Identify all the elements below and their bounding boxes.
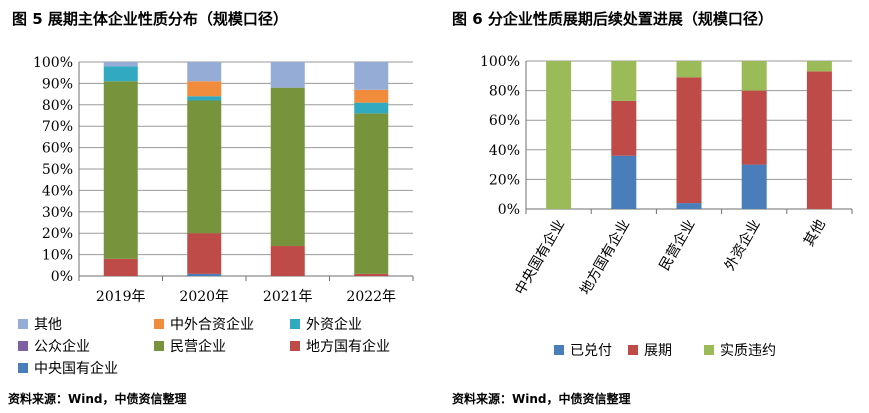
legend-label: 外资企业	[306, 317, 362, 333]
legend-swatch	[18, 363, 28, 373]
bar-segment	[187, 100, 222, 234]
bar-segment	[187, 62, 222, 82]
y-tick-label: 20%	[42, 226, 73, 242]
legend-swatch	[554, 345, 564, 355]
bar-segment	[187, 273, 222, 276]
y-tick-label: 60%	[489, 113, 520, 129]
bar-segment	[103, 81, 138, 259]
legend-swatch	[704, 345, 714, 355]
legend-label: 其他	[34, 317, 62, 333]
bar-segment	[611, 100, 637, 156]
bar-segment	[270, 246, 305, 276]
legend-swatch	[18, 341, 28, 351]
legend-swatch	[154, 341, 164, 351]
legend-item: 外资企业	[290, 314, 362, 334]
bar-segment	[103, 62, 138, 67]
bar-segment	[741, 90, 767, 165]
bar-segment	[187, 233, 222, 274]
legend-label: 中央国有企业	[34, 361, 118, 377]
chart1-legend: 其他 中外合资企业 外资企业公众企业 民营企业 地方国有企业中央国有企业	[0, 0, 430, 413]
y-tick-label: 50%	[42, 162, 73, 178]
y-tick-label: 20%	[489, 172, 520, 188]
bar-segment	[546, 61, 572, 209]
bar-segment	[806, 71, 832, 209]
legend-label: 中外合资企业	[170, 317, 254, 333]
chart1-title: 图 5 展期主体企业性质分布（规模口径）	[12, 10, 288, 28]
bar-segment	[103, 66, 138, 82]
bar-segment	[806, 61, 832, 72]
y-tick-label: 40%	[42, 183, 73, 199]
legend-item: 已兑付	[554, 340, 612, 360]
legend-item: 其他	[18, 314, 62, 334]
bar-segment	[354, 113, 389, 274]
bar-segment	[741, 61, 767, 91]
y-tick-label: 80%	[489, 84, 520, 100]
legend-swatch	[154, 319, 164, 329]
legend-item: 展期	[628, 340, 672, 360]
chart1-source: 资料来源：Wind，中债资信整理	[8, 392, 187, 406]
bar-segment	[354, 102, 389, 114]
y-tick-label: 100%	[33, 55, 73, 71]
legend-item: 公众企业	[18, 336, 90, 356]
bar-segment	[354, 62, 389, 90]
legend-label: 展期	[644, 343, 672, 359]
bar-segment	[676, 77, 702, 204]
bar-segment	[354, 89, 389, 103]
legend-swatch	[628, 345, 638, 355]
bar-segment	[741, 164, 767, 209]
y-tick-label: 40%	[489, 143, 520, 159]
chart2-source: 资料来源：Wind，中债资信整理	[452, 392, 631, 406]
legend-label: 民营企业	[170, 339, 226, 355]
y-tick-label: 0%	[51, 269, 73, 285]
legend-label: 公众企业	[34, 339, 90, 355]
legend-swatch	[290, 319, 300, 329]
x-tick-label: 2022年	[346, 289, 396, 305]
x-tick-label: 2021年	[263, 289, 313, 305]
bar-segment	[676, 61, 702, 78]
legend-item: 实质违约	[704, 340, 776, 360]
legend-label: 实质违约	[720, 343, 776, 359]
y-tick-label: 60%	[42, 141, 73, 157]
x-tick-label: 2019年	[96, 289, 146, 305]
bar-segment	[611, 61, 637, 101]
bar-segment	[676, 203, 702, 209]
y-tick-label: 70%	[42, 119, 73, 135]
bar-segment	[354, 273, 389, 276]
bar-segment	[270, 62, 305, 88]
legend-label: 已兑付	[570, 343, 612, 359]
y-tick-label: 10%	[42, 248, 73, 264]
bar-segment	[103, 258, 138, 276]
bar-segment	[611, 155, 637, 209]
chart2-plot: 0%20%40%60%80%100%中央国有企业 地方国有企业 民营企业 外资企业 其他	[480, 54, 853, 298]
bar-segment	[187, 81, 222, 97]
y-tick-label: 90%	[42, 76, 73, 92]
legend-swatch	[18, 319, 28, 329]
y-tick-label: 100%	[480, 54, 520, 70]
bar-segment	[187, 96, 222, 101]
chart1-plot: 0% 10% 20% 30% 40% 50% 60% 70% 80% 90% 100% 2019年 20…	[33, 55, 414, 305]
x-tick-label: 2020年	[179, 289, 229, 305]
chart2-title: 图 6 分企业性质展期后续处置进展（规模口径）	[452, 10, 773, 28]
legend-label: 地方国有企业	[306, 339, 390, 355]
legend-item: 中外合资企业	[154, 314, 254, 334]
legend-item: 中央国有企业	[18, 358, 118, 378]
legend-item: 民营企业	[154, 336, 226, 356]
legend-swatch	[290, 341, 300, 351]
bar-segment	[270, 87, 305, 247]
legend-item: 地方国有企业	[290, 336, 390, 356]
chart2-legend: 已兑付 展期 实质违约	[440, 0, 869, 413]
y-tick-label: 30%	[42, 205, 73, 221]
y-tick-label: 80%	[42, 98, 73, 114]
y-tick-label: 0%	[498, 202, 520, 218]
